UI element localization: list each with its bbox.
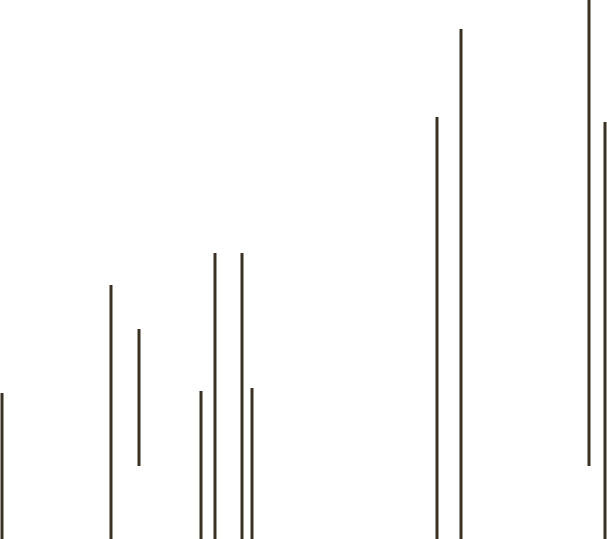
vertical-lines-canvas [0, 0, 607, 539]
vertical-lines-drawing [0, 0, 607, 539]
